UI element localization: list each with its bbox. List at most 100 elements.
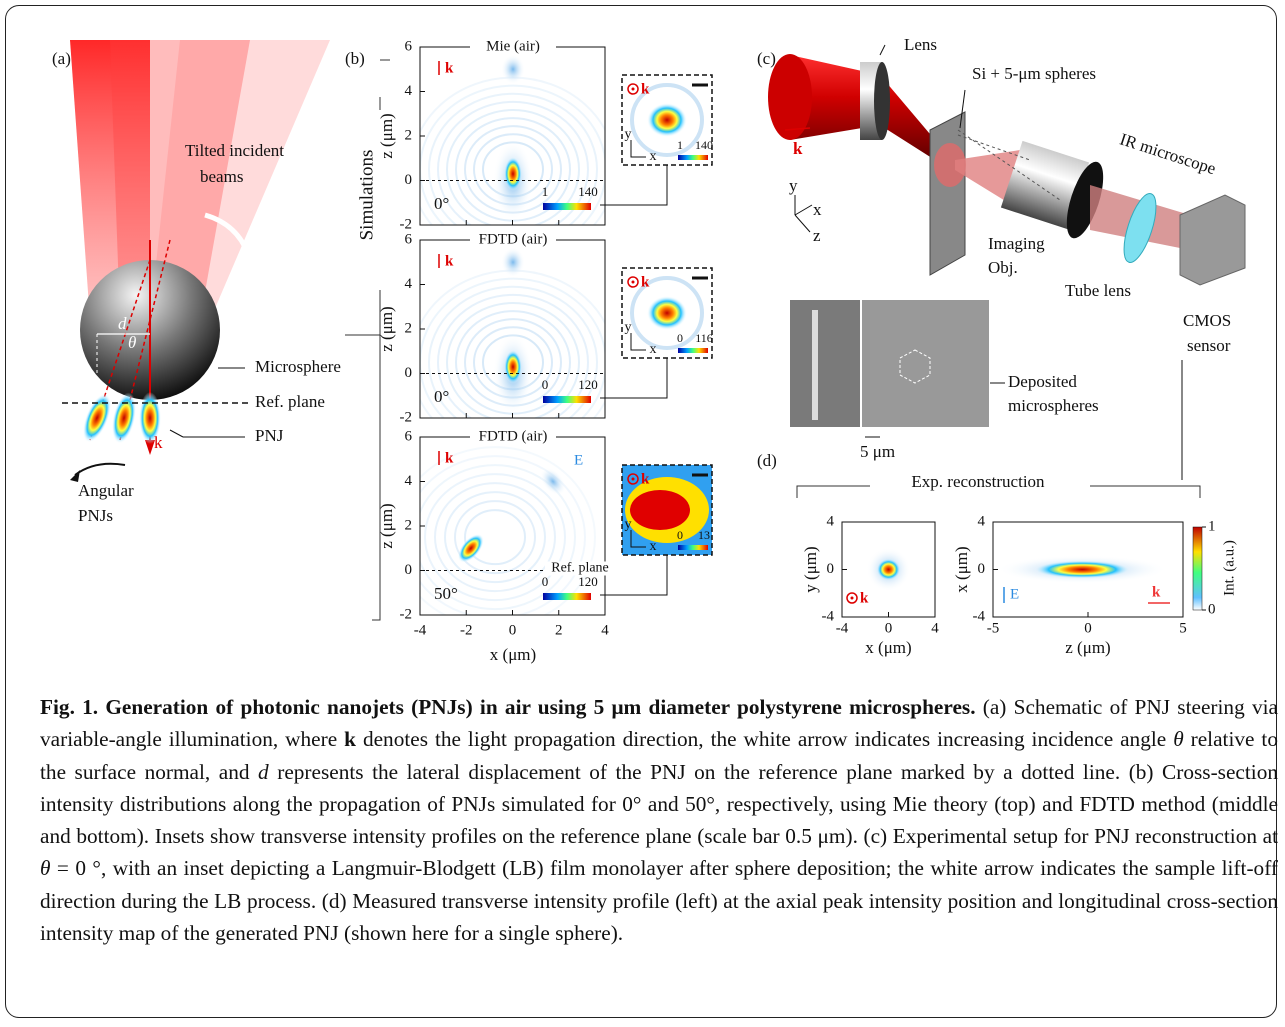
annotation: Imaging — [988, 234, 1045, 253]
colorbar — [543, 396, 591, 403]
spot — [504, 157, 522, 191]
x-tick-label: 4 — [601, 622, 609, 638]
inset-colorbar-label: 0 — [677, 331, 683, 345]
y-tick-label: 4 — [827, 513, 835, 529]
inset-colorbar — [678, 348, 708, 353]
y-tick-label: 2 — [405, 320, 413, 336]
y-tick-label: 4 — [405, 276, 413, 292]
k-label: k — [641, 81, 650, 97]
inset-colorbar-label: 1 — [677, 138, 683, 152]
e-label: E — [1010, 586, 1019, 602]
inset-colorbar-label: 0 — [677, 528, 683, 542]
page: (a) Tilted incident beams Microsphere Re… — [0, 0, 1285, 1027]
annotation: Si + 5-μm spheres — [972, 64, 1096, 83]
annotation: Tube lens — [1065, 281, 1131, 300]
panel-title: Exp. reconstruction — [911, 472, 1045, 491]
annotation: k — [793, 139, 803, 158]
annotation: IR microscope — [1118, 129, 1219, 178]
inset-colorbar — [678, 545, 708, 550]
colorbar — [543, 593, 591, 600]
colorbar-label: Int. (a.u.) — [1221, 540, 1237, 596]
y-axis-label: y (μm) — [801, 546, 820, 592]
inset-colorbar-label: 13 — [698, 528, 710, 542]
angle-label: 0° — [434, 194, 449, 213]
colorbar-label: 140 — [578, 184, 598, 199]
y-tick-label: 2 — [405, 517, 413, 533]
y-tick-label: 0 — [978, 561, 986, 577]
x-tick-label: -5 — [987, 620, 1000, 636]
y-tick-label: -2 — [400, 216, 413, 232]
k-dot — [851, 597, 854, 600]
glow — [501, 247, 525, 277]
y-tick-label: 0 — [827, 561, 835, 577]
inset-axis-label: x — [650, 342, 657, 357]
y-tick-label: -4 — [822, 608, 835, 624]
y-axis-label: z (μm) — [377, 113, 396, 158]
colorbar — [1193, 527, 1202, 610]
annotation: Angular — [78, 481, 134, 500]
k-label: k — [641, 274, 650, 290]
annotation: d — [118, 314, 127, 333]
x-tick-label: 0 — [885, 620, 893, 636]
axis-name: x — [813, 200, 822, 219]
plot-title: FDTD (air) — [479, 428, 548, 444]
y-tick-label: 6 — [405, 38, 413, 54]
colorbar-label: 0 — [542, 574, 549, 589]
inset-axis-label: y — [625, 517, 632, 532]
x-tick-label: 4 — [931, 620, 939, 636]
annotation: Lens — [904, 35, 937, 54]
inset-spot — [647, 296, 687, 330]
caption-run: = 0 °, with an inset depicting a Langmui… — [40, 856, 1278, 945]
y-tick-label: 0 — [405, 172, 413, 188]
k-label: k — [445, 450, 454, 466]
annotation: Deposited — [1008, 372, 1077, 391]
colorbar-tick-label: 0 — [1208, 601, 1216, 617]
annotation: Microsphere — [255, 357, 341, 376]
annotation: beams — [200, 167, 243, 186]
inset-colorbar-label: 140 — [695, 138, 713, 152]
x-axis-label: x (μm) — [865, 638, 911, 657]
panel-label: (c) — [757, 49, 776, 68]
x-tick-label: 0 — [509, 622, 517, 638]
annotation: Tilted incident — [185, 141, 284, 160]
figure: (a) Tilted incident beams Microsphere Re… — [0, 0, 1285, 690]
panel-a-art — [62, 40, 330, 482]
k-label: k — [445, 253, 454, 269]
panel-label: (b) — [345, 49, 365, 68]
caption-run: denotes the light propagation direction,… — [356, 727, 1173, 751]
x-axis-label: z (μm) — [1065, 638, 1110, 657]
y-tick-label: -2 — [400, 409, 413, 425]
caption-run: Fig. 1. Generation of photonic nanojets … — [40, 695, 976, 719]
annotation: sensor — [1187, 336, 1231, 355]
colorbar-tick-label: 1 — [1208, 518, 1216, 534]
caption-run: d — [258, 760, 269, 784]
k-label: k — [445, 60, 454, 76]
connector — [600, 165, 667, 205]
y-tick-label: 4 — [405, 473, 413, 489]
colorbar-label: 1 — [542, 184, 549, 199]
inset-axis-label: y — [625, 127, 632, 142]
panel-label: (d) — [757, 451, 777, 470]
y-tick-label: 6 — [405, 428, 413, 444]
caption: Fig. 1. Generation of photonic nanojets … — [40, 691, 1278, 949]
annotation: PNJ — [255, 426, 284, 445]
inset-spot — [630, 490, 690, 530]
y-tick-label: -2 — [400, 606, 413, 622]
x-axis-label: x (μm) — [490, 645, 536, 664]
axis-name: y — [789, 176, 798, 195]
axis-name: z — [813, 226, 821, 245]
colorbar-label: 0 — [542, 377, 549, 392]
annotation: Ref. plane — [255, 392, 325, 411]
panel-label: (a) — [52, 49, 71, 68]
y-tick-label: -4 — [973, 608, 986, 624]
glow — [501, 54, 525, 84]
y-tick-label: 0 — [405, 365, 413, 381]
x-tick-label: -4 — [414, 622, 427, 638]
y-tick-label: 2 — [405, 127, 413, 143]
annotation: CMOS — [1183, 311, 1231, 330]
x-tick-label: 2 — [555, 622, 563, 638]
x-tick-label: 5 — [1179, 620, 1187, 636]
row-label: Simulations — [356, 150, 377, 241]
inset-spot — [647, 103, 687, 137]
plot-title: Mie (air) — [486, 38, 540, 54]
